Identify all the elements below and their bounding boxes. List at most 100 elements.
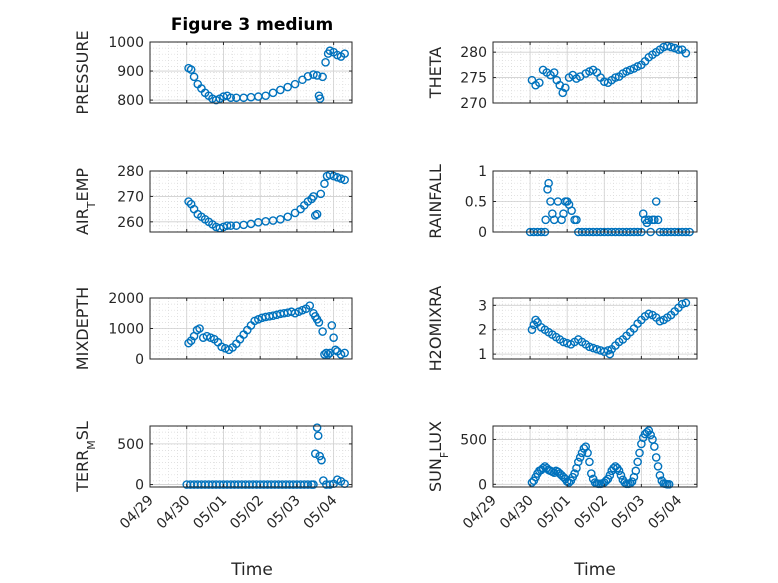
data-point bbox=[184, 197, 193, 206]
panel-theta: 270 275 280 THETA bbox=[426, 41, 698, 112]
data-point bbox=[655, 316, 665, 326]
data-point bbox=[605, 471, 615, 480]
figure-title: Figure 3 medium bbox=[171, 15, 333, 35]
data-point bbox=[321, 348, 331, 358]
panel-air-temp: 260 270 280 AIRTEMP bbox=[73, 164, 353, 235]
data-point bbox=[664, 480, 674, 489]
panel-terr-msl: 0 500 TERRMSL 04/2904/3005/0105/0205/0305/0… bbox=[73, 421, 353, 532]
data-point bbox=[333, 173, 342, 182]
data-point bbox=[316, 189, 326, 199]
data-point bbox=[653, 215, 663, 225]
data-point bbox=[635, 448, 644, 458]
axes-box bbox=[492, 41, 698, 104]
data-point bbox=[268, 216, 278, 225]
y-tick-label: 0.5 bbox=[465, 195, 487, 211]
data-point bbox=[315, 94, 325, 103]
data-point bbox=[320, 179, 329, 189]
data-point bbox=[614, 466, 624, 476]
y-tick-label: 800 bbox=[117, 93, 144, 109]
data-point bbox=[527, 325, 537, 335]
y-tick-label: 3 bbox=[478, 298, 487, 314]
data-point bbox=[320, 350, 329, 359]
data-point bbox=[559, 337, 568, 347]
data-point bbox=[674, 45, 683, 54]
data-point bbox=[303, 480, 313, 489]
data-point bbox=[585, 457, 594, 467]
y-axis-label: MIXDEPTH bbox=[73, 287, 92, 370]
data-point bbox=[644, 309, 654, 319]
data-point bbox=[222, 221, 232, 230]
data-point bbox=[627, 477, 637, 486]
data-point bbox=[616, 471, 626, 480]
y-tick-label: 0 bbox=[135, 478, 144, 494]
data-point bbox=[538, 463, 548, 473]
panel-rainfall: 0 0.5 1 RAINFALL bbox=[426, 164, 698, 241]
data-point bbox=[558, 88, 568, 98]
x-tick-label: 04/30 bbox=[497, 493, 537, 533]
data-point bbox=[323, 350, 333, 359]
data-point bbox=[631, 466, 641, 476]
data-point bbox=[305, 301, 315, 310]
data-point bbox=[531, 315, 540, 325]
axes-box bbox=[149, 425, 353, 488]
data-point bbox=[189, 72, 199, 82]
data-point bbox=[567, 206, 576, 215]
y-tick-label: 0 bbox=[478, 225, 487, 241]
x-axis-label-right: Time bbox=[573, 560, 616, 580]
y-tick-label: 900 bbox=[117, 64, 144, 80]
data-point bbox=[611, 73, 620, 82]
data-point bbox=[195, 324, 204, 333]
data-point bbox=[239, 220, 248, 230]
data-point bbox=[310, 211, 320, 220]
axes-box bbox=[492, 297, 698, 360]
data-point bbox=[651, 453, 661, 462]
data-point bbox=[586, 469, 596, 478]
data-point bbox=[329, 333, 338, 342]
data-point bbox=[327, 321, 337, 330]
data-point bbox=[681, 48, 691, 58]
y-axis-label: AIRTEMP bbox=[73, 168, 98, 235]
data-point bbox=[318, 72, 327, 82]
y-axis-label: RAINFALL bbox=[426, 164, 445, 239]
data-point bbox=[653, 462, 663, 471]
data-point bbox=[309, 192, 318, 201]
data-point bbox=[310, 449, 320, 458]
data-point bbox=[283, 82, 293, 92]
y-tick-label: 500 bbox=[460, 432, 487, 448]
x-tick-label: 04/29 bbox=[460, 493, 500, 533]
data-point bbox=[549, 468, 559, 477]
data-point bbox=[588, 343, 598, 353]
data-point bbox=[575, 453, 585, 462]
axes-box bbox=[149, 41, 353, 104]
y-tick-label: 280 bbox=[117, 164, 144, 180]
panel-pressure: 800 900 1000 PRESSURE bbox=[73, 30, 353, 115]
panel-sun-flux: 0 500 SUNFLUX 04/2904/3005/0105/0205/0305/0… bbox=[426, 421, 698, 533]
data-point bbox=[544, 178, 553, 188]
data-point bbox=[276, 214, 285, 224]
data-point bbox=[572, 215, 581, 225]
data-point bbox=[681, 298, 691, 308]
data-point bbox=[574, 457, 583, 467]
data-point bbox=[340, 49, 349, 58]
axes-box bbox=[492, 425, 698, 488]
panel-mixdepth: 0 1000 2000 MIXDEPTH bbox=[73, 287, 353, 370]
data-point bbox=[290, 79, 300, 89]
y-tick-label: 2000 bbox=[108, 291, 144, 307]
data-point bbox=[312, 71, 322, 80]
y-axis-label: SUNFLUX bbox=[426, 421, 451, 492]
y-axis-label: H2OMIXRA bbox=[426, 286, 445, 372]
data-point bbox=[655, 471, 665, 480]
data-point bbox=[313, 431, 323, 441]
y-tick-label: 1000 bbox=[108, 35, 144, 51]
y-tick-label: 275 bbox=[460, 71, 487, 87]
y-axis-label: TERRMSL bbox=[73, 421, 98, 493]
data-point bbox=[314, 318, 324, 327]
data-point bbox=[186, 65, 196, 74]
data-point bbox=[535, 78, 544, 87]
data-point bbox=[577, 448, 587, 458]
x-tick-label: 05/02 bbox=[571, 493, 611, 533]
data-point bbox=[650, 442, 659, 451]
y-tick-label: 280 bbox=[460, 45, 487, 61]
data-point bbox=[315, 451, 324, 461]
